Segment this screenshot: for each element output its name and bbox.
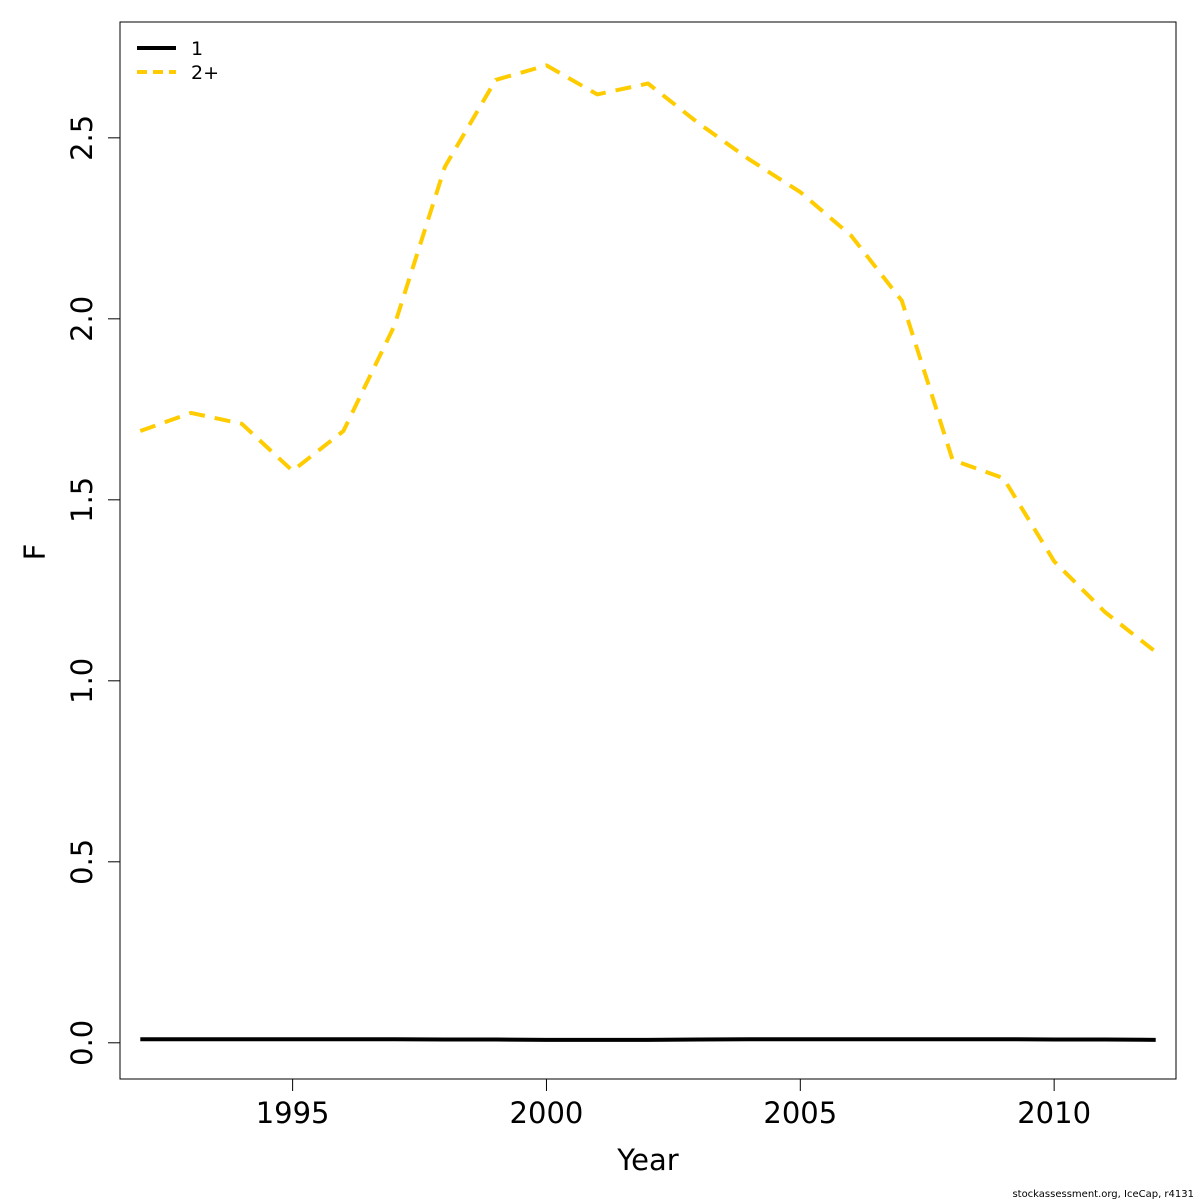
legend-label-1: 1 — [191, 38, 203, 60]
x-axis-title: Year — [616, 1143, 678, 1177]
y-tick-label: 0.0 — [65, 1020, 99, 1066]
x-tick-label: 2010 — [1017, 1096, 1091, 1130]
y-tick-label: 2.0 — [65, 296, 99, 342]
y-axis-title: F — [18, 544, 52, 561]
footer-credit: stockassessment.org, IceCap, r4131 — [1012, 1189, 1194, 1200]
x-axis: 1995 2000 2005 2010 — [256, 1079, 1091, 1130]
y-tick-label: 1.0 — [65, 658, 99, 704]
series-line-2 — [139, 63, 1157, 654]
series-line-1 — [140, 1037, 1156, 1042]
plot-frame — [119, 21, 1177, 1080]
y-tick-label: 0.5 — [65, 839, 99, 885]
y-axis: 0.0 0.5 1.0 1.5 2.0 2.5 — [65, 115, 120, 1066]
legend-label-2: 2+ — [191, 62, 219, 84]
y-tick-label: 2.5 — [65, 115, 99, 161]
y-tick-label: 1.5 — [65, 477, 99, 523]
x-tick-label: 1995 — [256, 1096, 330, 1130]
x-tick-label: 2000 — [510, 1096, 584, 1130]
legend: 12+ — [137, 38, 219, 84]
x-tick-label: 2005 — [763, 1096, 837, 1130]
series-layer — [139, 63, 1157, 1042]
